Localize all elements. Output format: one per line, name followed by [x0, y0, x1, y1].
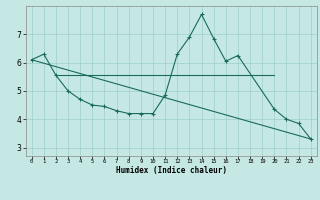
X-axis label: Humidex (Indice chaleur): Humidex (Indice chaleur)	[116, 166, 227, 175]
